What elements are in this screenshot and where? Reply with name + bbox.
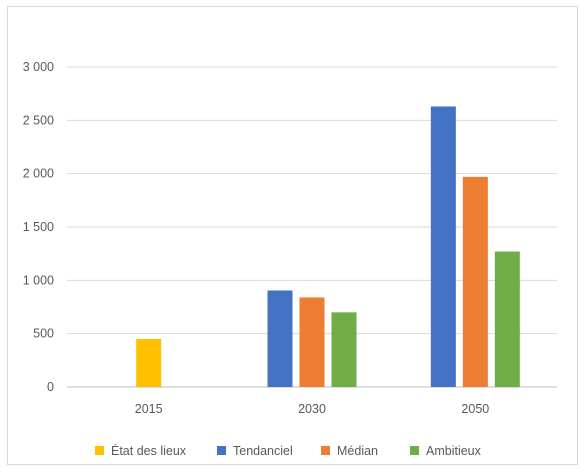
y-tick-label: 2 000 [23,167,54,181]
legend-label: Médian [337,444,378,458]
legend-swatch [321,446,330,455]
y-tick-label: 1 500 [23,220,54,234]
bar-2030-m-dian [299,297,325,387]
x-tick-label: 2015 [135,402,163,416]
legend-swatch [410,446,419,455]
bar-2030-tendanciel [267,290,293,387]
y-tick-label: 500 [33,327,54,341]
legend-label: Tendanciel [233,444,293,458]
legend: État des lieux Tendanciel Médian Ambitieux [95,443,482,458]
y-tick-label: 1 000 [23,273,54,287]
bar-2050-m-dian [462,176,488,387]
x-axis-tick-labels: 2015 2030 2050 [135,402,490,416]
legend-label: Ambitieux [426,444,482,458]
bar-2015--tat-des-lieux [136,339,162,387]
legend-swatch [95,446,104,455]
y-tick-label: 2 500 [23,113,54,127]
x-tick-label: 2050 [461,402,489,416]
y-axis-tick-labels: 0 500 1 000 1 500 2 000 2 500 3 000 [23,60,54,394]
bar-2030-ambitieux [331,312,357,387]
bars [136,106,520,387]
y-tick-label: 3 000 [23,60,54,74]
legend-swatch [217,446,226,455]
chart-frame [7,6,578,465]
legend-label: État des lieux [111,443,187,458]
x-tick-label: 2030 [298,402,326,416]
bar-2050-tendanciel [430,106,456,387]
y-tick-label: 0 [47,380,54,394]
bar-2050-ambitieux [494,251,520,387]
